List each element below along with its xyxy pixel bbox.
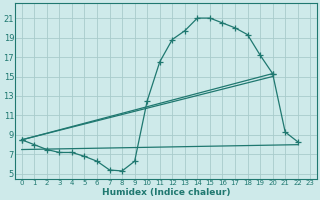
X-axis label: Humidex (Indice chaleur): Humidex (Indice chaleur) bbox=[102, 188, 230, 197]
